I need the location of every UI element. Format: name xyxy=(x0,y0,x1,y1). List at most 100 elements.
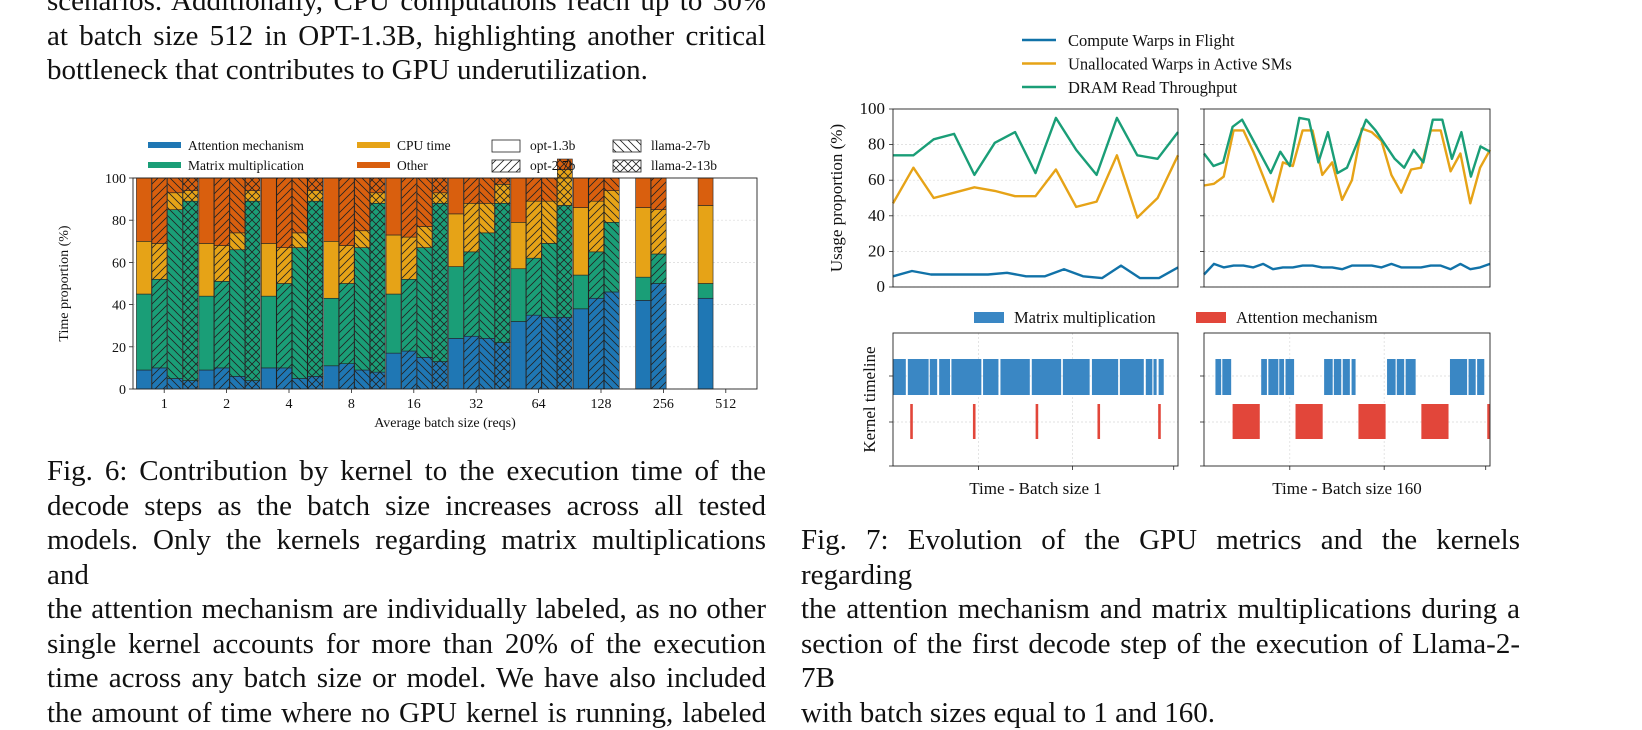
bar-hatch xyxy=(214,178,229,246)
bar-hatch xyxy=(417,227,432,248)
legend-label: Matrix multiplication xyxy=(188,158,304,173)
x-tick-label: 1 xyxy=(161,397,168,412)
bar-hatch xyxy=(245,178,260,191)
legend-swatch xyxy=(357,162,390,168)
bar-hatch xyxy=(292,178,307,233)
bar-segment xyxy=(199,178,214,243)
bar-hatch xyxy=(355,370,370,389)
y-tick-label: 0 xyxy=(119,383,126,398)
bar-hatch xyxy=(292,378,307,389)
matmul-kernel-block xyxy=(1146,359,1153,395)
bar-hatch xyxy=(277,248,292,284)
bar-hatch xyxy=(433,193,448,204)
series-line xyxy=(893,118,1178,175)
bar-segment xyxy=(636,300,651,389)
bar-hatch xyxy=(167,378,182,389)
bar-hatch xyxy=(479,338,494,389)
bar-hatch xyxy=(542,243,557,317)
bar-hatch xyxy=(245,381,260,389)
y-tick-label: 40 xyxy=(112,299,126,314)
bar-segment xyxy=(636,277,651,300)
bar-hatch xyxy=(557,205,572,317)
bar-hatch xyxy=(152,279,167,368)
y-axis-label: Usage proportion (%) xyxy=(827,124,846,272)
matmul-kernel-block xyxy=(1469,359,1476,395)
bar-hatch xyxy=(651,254,666,284)
matmul-kernel-block xyxy=(1286,359,1295,395)
bar-hatch xyxy=(230,376,245,389)
bar-hatch xyxy=(464,336,479,389)
bar-hatch xyxy=(542,178,557,201)
matmul-kernel-block xyxy=(1120,359,1144,395)
legend-label: DRAM Read Throughput xyxy=(1068,78,1238,97)
bar-segment xyxy=(136,294,151,370)
bar-segment xyxy=(511,222,526,268)
bar-hatch xyxy=(230,178,245,233)
bar-hatch xyxy=(339,246,354,284)
bar-hatch xyxy=(651,210,666,254)
bar-hatch xyxy=(526,258,541,315)
legend-swatch xyxy=(1196,312,1226,323)
axes-frame xyxy=(893,333,1178,466)
bar-hatch xyxy=(152,368,167,389)
bar-hatch xyxy=(464,203,479,252)
y-tick-label: 20 xyxy=(112,341,126,356)
legend-swatch xyxy=(148,142,181,148)
bar-hatch xyxy=(589,252,604,298)
bar-segment xyxy=(448,267,463,339)
axes-frame xyxy=(1204,333,1490,466)
x-axis-label: Time - Batch size 1 xyxy=(969,479,1102,498)
bar-hatch xyxy=(355,178,370,231)
matmul-kernel-block xyxy=(1334,359,1341,395)
matmul-kernel-block xyxy=(1387,359,1396,395)
bar-hatch xyxy=(370,203,385,372)
x-tick-label: 128 xyxy=(591,397,612,412)
x-axis-label: Time - Batch size 160 xyxy=(1272,479,1422,498)
series-line xyxy=(1204,264,1490,275)
matmul-kernel-block xyxy=(1406,359,1416,395)
legend-label: Matrix multiplication xyxy=(1014,308,1156,327)
bar-hatch xyxy=(277,368,292,389)
legend-swatch xyxy=(492,140,520,152)
attention-kernel-mark xyxy=(973,404,976,439)
legend-swatch xyxy=(148,162,181,168)
bar-hatch xyxy=(277,284,292,368)
bar-segment xyxy=(511,178,526,222)
bar-segment xyxy=(324,298,339,366)
bar-segment xyxy=(448,178,463,214)
legend-hatch xyxy=(492,160,520,172)
bar-hatch xyxy=(557,317,572,389)
bar-hatch xyxy=(370,193,385,204)
y-tick-label: 80 xyxy=(868,135,885,154)
bar-segment xyxy=(324,178,339,241)
bar-hatch xyxy=(370,178,385,193)
matmul-kernel-block xyxy=(1352,359,1356,395)
matmul-kernel-block xyxy=(1477,359,1484,395)
legend-label: CPU time xyxy=(397,138,451,153)
bar-segment xyxy=(136,241,151,294)
bar-hatch xyxy=(339,284,354,364)
bar-hatch xyxy=(245,201,260,380)
bar-hatch xyxy=(230,250,245,377)
bar-hatch xyxy=(214,281,229,368)
matmul-kernel-block xyxy=(1268,359,1278,395)
series-line xyxy=(893,266,1178,279)
legend-label: Attention mechanism xyxy=(1236,308,1378,327)
y-axis-label: Kernel timeline xyxy=(860,346,879,452)
bar-segment xyxy=(573,309,588,389)
bar-segment xyxy=(386,294,401,353)
bar-hatch xyxy=(417,178,432,227)
bar-segment xyxy=(261,243,276,296)
y-tick-label: 20 xyxy=(868,241,885,260)
bar-hatch xyxy=(589,178,604,201)
bar-segment xyxy=(199,243,214,296)
bar-hatch xyxy=(495,203,510,342)
legend-hatch xyxy=(613,140,641,152)
bar-hatch xyxy=(370,372,385,389)
bar-hatch xyxy=(479,203,494,233)
bar-segment xyxy=(448,338,463,389)
bar-segment xyxy=(261,368,276,389)
y-tick-label: 60 xyxy=(868,170,885,189)
x-tick-label: 4 xyxy=(286,397,293,412)
